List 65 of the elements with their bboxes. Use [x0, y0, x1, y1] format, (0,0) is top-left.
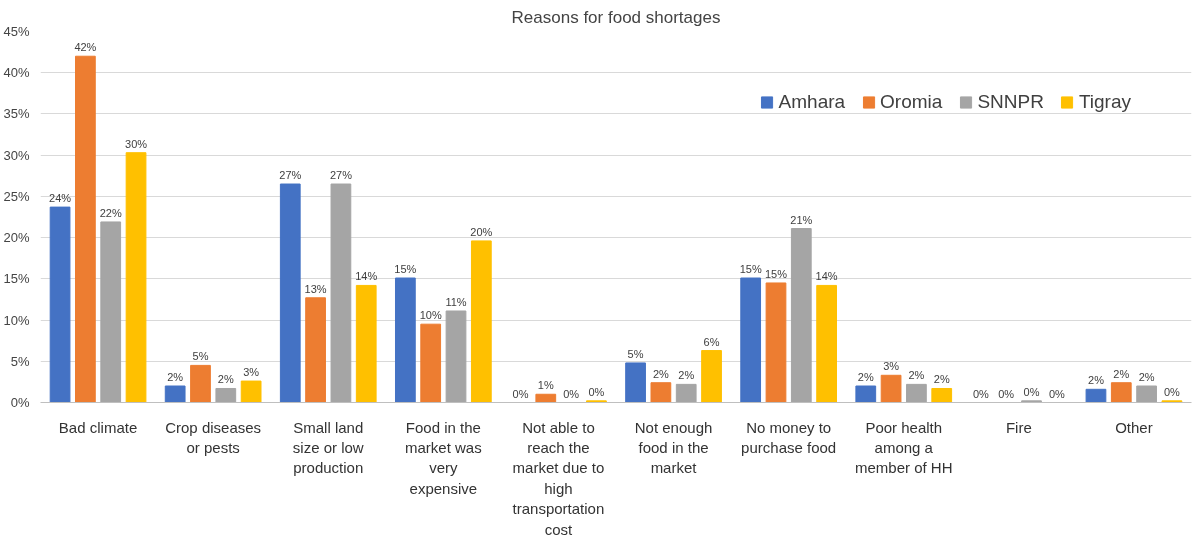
data-label: 2% [1113, 367, 1130, 380]
y-tick-label: 30% [3, 147, 30, 163]
data-label: 0% [1163, 385, 1181, 398]
x-tick-label: Bad climate [58, 418, 138, 436]
data-label: 2% [1138, 371, 1155, 384]
y-tick-label: 35% [3, 106, 30, 122]
data-label: 0% [1023, 385, 1040, 398]
data-label: 13% [304, 282, 327, 295]
data-label: 2% [167, 371, 184, 384]
legend-label: Oromia [880, 91, 943, 113]
data-label: 15% [394, 263, 417, 276]
x-tick-label: No money to purchase food [741, 418, 837, 456]
x-tick-label: Small land size or low production [292, 418, 364, 477]
data-label: 2% [1088, 374, 1105, 387]
x-tick-label: Crop diseases or pests [165, 418, 262, 456]
data-label: 10% [419, 309, 442, 322]
data-label: 21% [790, 213, 813, 226]
x-tick-label: Other [1115, 418, 1153, 436]
data-label: 0% [972, 387, 990, 400]
data-label: 0% [998, 387, 1015, 400]
chart-title: Reasons for food shortages [511, 7, 721, 27]
data-label: 1% [537, 379, 554, 392]
data-label: 30% [125, 137, 148, 150]
x-tick-label: Not able to reach the market due to high transportation cost [512, 418, 605, 538]
y-tick-label: 45% [3, 24, 30, 39]
y-tick-label: 0% [10, 395, 30, 410]
y-tick-label: 25% [3, 188, 30, 204]
data-label: 42% [74, 41, 97, 54]
data-label: 20% [470, 225, 493, 238]
data-label: 24% [49, 192, 72, 205]
x-tick-label: Not enough food in the market [634, 418, 713, 477]
y-tick-label: 10% [3, 312, 30, 328]
data-label: 22% [99, 206, 122, 219]
data-label: 2% [217, 373, 234, 386]
data-label: 0% [1048, 387, 1065, 400]
data-label: 15% [739, 263, 762, 276]
y-tick-label: 20% [3, 230, 30, 246]
x-tick-label: Poor health among a member of HH [854, 418, 953, 477]
data-label: 2% [678, 369, 695, 382]
data-label: 11% [445, 295, 467, 308]
data-label: 5% [627, 347, 644, 360]
data-label: 2% [857, 371, 874, 384]
data-label: 0% [588, 385, 605, 398]
x-tick-label: Fire [1005, 418, 1032, 436]
data-label: 14% [355, 270, 378, 283]
x-tick-label: Food in the market was very expensive [405, 418, 482, 497]
y-tick-label: 5% [10, 353, 30, 369]
data-label: 5% [192, 350, 209, 363]
legend-label: Amhara [778, 91, 846, 113]
data-label: 0% [563, 387, 580, 400]
data-label: 0% [512, 387, 529, 400]
data-label: 27% [329, 169, 353, 182]
data-label: 2% [908, 369, 925, 382]
data-label: 6% [703, 335, 720, 348]
data-label: 14% [815, 270, 838, 283]
legend-label: Tigray [1078, 91, 1131, 113]
legend-label: SNNPR [977, 91, 1044, 113]
data-label: 3% [243, 366, 260, 379]
data-label: 15% [764, 267, 788, 280]
data-label: 3% [883, 360, 900, 373]
y-tick-label: 40% [3, 65, 30, 81]
data-label: 2% [652, 367, 670, 380]
data-label: 2% [933, 373, 950, 386]
data-label: 27% [279, 169, 302, 182]
y-tick-label: 15% [3, 271, 30, 287]
